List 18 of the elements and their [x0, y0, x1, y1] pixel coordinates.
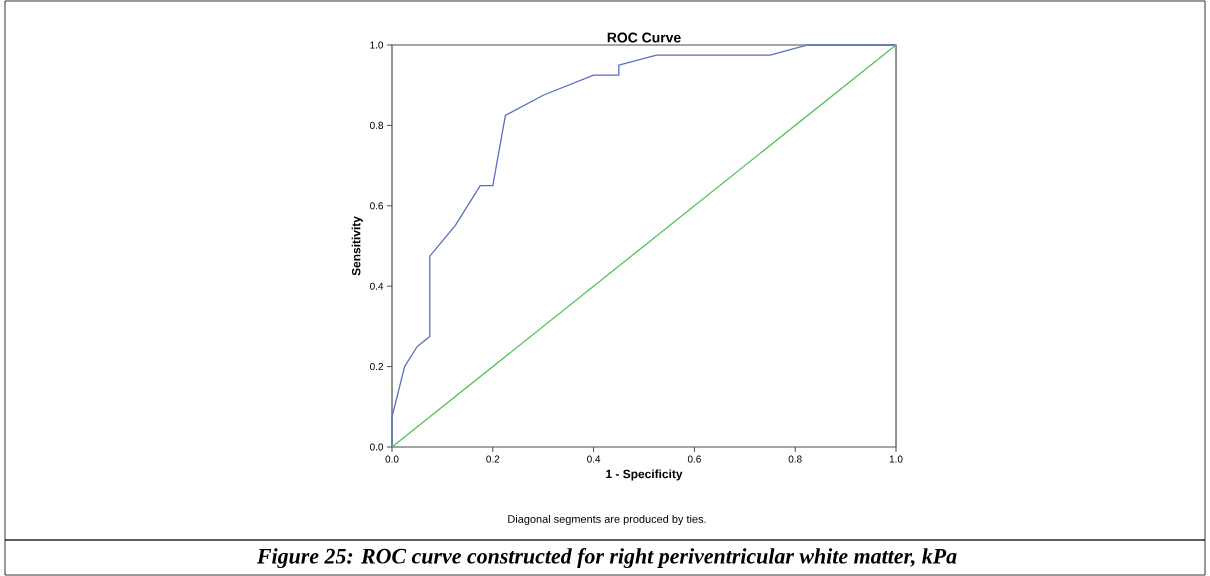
y-tick-label: 0.6 — [370, 202, 384, 210]
y-tick-label: 1.0 — [370, 41, 384, 49]
line-series — [391, 44, 897, 448]
text: Diagonal segments are produced by ties. — [508, 514, 706, 526]
y-tick-label: 0.8 — [370, 121, 384, 129]
x-tick-label: 0.2 — [486, 455, 500, 463]
x-tick-label: 0.4 — [587, 455, 601, 463]
x-axis-title: 1 - Specificity — [606, 469, 683, 481]
x-tick-label: 0.6 — [687, 455, 701, 463]
x-tick-label: 0.8 — [788, 455, 802, 463]
chart-title: ROC Curve — [607, 32, 681, 43]
y-tick-label: 0.2 — [370, 363, 383, 371]
caption: Figure 25: ROC curve constructed for right periventricular white matter, kPa — [256, 547, 957, 569]
y-axis-title: Sensitivity — [351, 216, 363, 276]
x-tick-label: 1.0 — [889, 455, 903, 463]
x-tick-label: 0.0 — [385, 455, 399, 463]
y-tick-label: 0.0 — [370, 443, 384, 451]
y-tick-label: 0.4 — [370, 282, 384, 290]
